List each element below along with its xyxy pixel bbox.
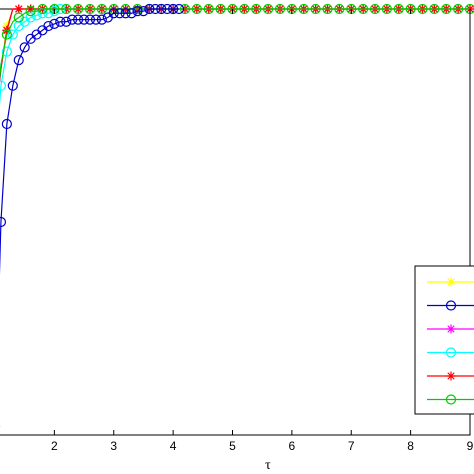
series-line [0,8,61,106]
data-point [453,3,464,15]
data-point [13,55,24,66]
data-point [322,3,333,15]
data-point [25,6,36,17]
data-point [19,42,30,53]
data-point [138,6,149,17]
data-point [162,3,173,15]
data-point [13,12,24,23]
data-point [203,3,214,15]
legend-entry [427,277,474,287]
plot-border [0,8,471,436]
data-point [7,29,18,40]
data-point [73,3,84,15]
data-point [1,118,12,130]
data-point [114,8,125,19]
x-tick-label: 2 [51,439,58,453]
data-point [25,12,36,23]
data-point [1,29,12,40]
data-point [43,20,54,32]
data-point [310,3,321,15]
data-point [0,216,7,228]
legend-marker [446,371,456,381]
legend [414,265,474,415]
legend-entry [427,300,474,311]
legend-marker [445,394,457,405]
data-point [84,14,96,25]
data-point [61,16,72,27]
series-line [0,8,180,276]
legend-marker [445,300,457,311]
data-point [274,3,286,15]
data-point [144,3,155,15]
x-tick-label: 9 [467,439,474,453]
data-point [14,4,24,14]
plot-frame [0,8,471,436]
series-line [0,8,470,85]
data-point [150,3,161,15]
series-line [0,8,470,82]
series-line [0,8,470,81]
data-point [393,3,404,15]
legend-box [414,265,474,415]
legend-marker [445,347,457,358]
data-point [90,14,102,25]
x-tick-label: 8 [407,439,414,453]
data-point [126,8,137,19]
data-point [251,3,262,15]
legend-entry [427,371,474,381]
data-point [61,3,72,15]
data-point [334,3,345,15]
data-point [1,46,12,57]
data-point [0,80,7,91]
series-layer [0,3,474,428]
legend-marker [446,324,456,334]
legend-entry [427,347,474,358]
data-point [358,3,369,15]
data-point [417,3,428,15]
data-point [96,3,107,15]
data-point [215,3,226,15]
data-point [173,3,185,15]
data-point [369,3,381,15]
x-axis-label: τ [265,458,271,473]
data-point [78,14,90,25]
x-tick-label: 3 [110,439,117,453]
data-point [263,3,274,15]
legend-entry [427,324,474,334]
data-point [156,3,167,15]
series-2 [0,3,185,428]
data-point [7,80,18,91]
x-tick-label: 7 [348,439,355,453]
x-tick-label: 6 [289,439,296,453]
data-point [73,14,84,25]
data-point [179,3,191,15]
data-point [429,3,440,15]
data-point [108,8,119,19]
data-point [96,14,107,25]
data-point [191,3,202,15]
data-point [298,3,309,15]
series-line [0,8,470,82]
data-point [37,3,48,15]
x-axis-ticks: 2 3 4 5 6 7 8 9 [51,9,474,453]
data-point [239,3,250,15]
data-point [132,6,143,17]
x-tick-label: 5 [229,439,236,453]
data-point [55,16,66,27]
data-point [67,14,78,25]
data-point [49,18,60,30]
legend-entry [427,394,474,405]
x-tick-label: 4 [170,439,177,453]
legend-marker [446,277,456,287]
data-point [441,3,452,15]
data-point [84,3,96,15]
data-point [120,8,131,19]
data-point [381,3,392,15]
